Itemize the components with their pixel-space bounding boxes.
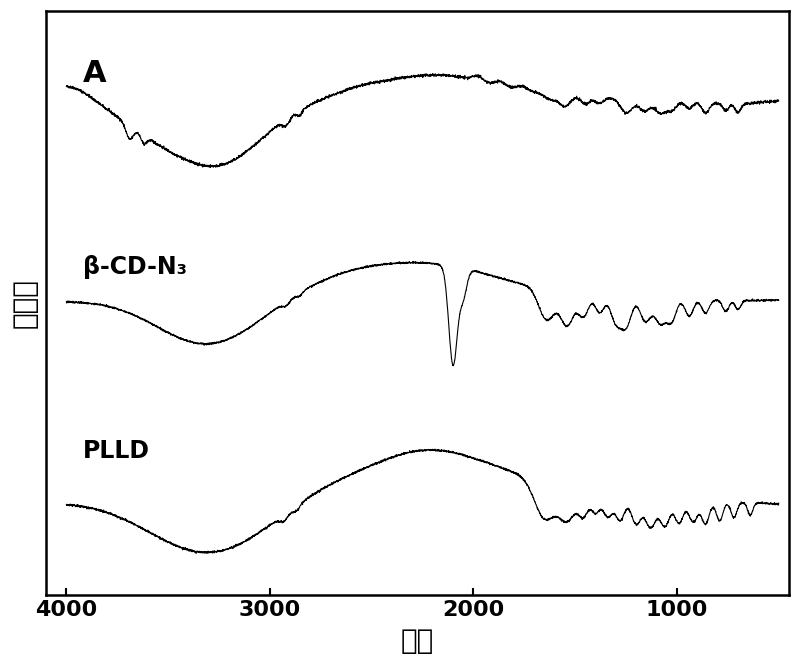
Text: β-CD-N₃: β-CD-N₃ <box>82 255 186 279</box>
X-axis label: 波数: 波数 <box>401 627 434 655</box>
Text: PLLD: PLLD <box>82 439 150 463</box>
Text: A: A <box>82 59 106 88</box>
Y-axis label: 透过率: 透过率 <box>11 278 39 328</box>
